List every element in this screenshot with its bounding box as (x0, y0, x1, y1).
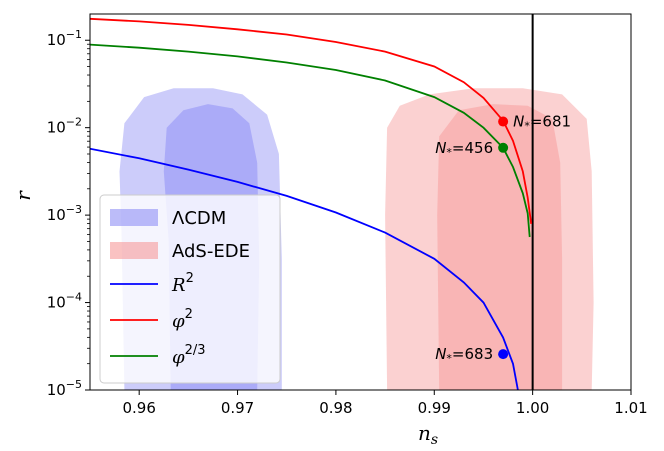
y-tick-label: 10−3 (47, 203, 82, 224)
marker-label-2: N*=683 (435, 345, 493, 365)
legend-label-0: ΛCDM (172, 208, 226, 229)
x-tick-label: 0.97 (221, 399, 254, 417)
y-tick-label: 10−2 (47, 116, 82, 137)
legend-swatch-1 (110, 242, 158, 259)
y-tick-label: 10−4 (47, 291, 82, 312)
marker-label-1: N*=456 (435, 139, 493, 159)
marker-point-0 (498, 116, 509, 127)
x-tick-label: 0.98 (319, 399, 352, 417)
y-tick-label: 10−1 (47, 28, 82, 49)
model-markers: N*=681 N*=456 N*=683 (435, 113, 571, 366)
legend-label-1: AdS-EDE (172, 241, 250, 262)
legend: ΛCDM AdS-EDE R2 φ2 φ2/3 (99, 194, 281, 384)
legend-label-4: φ2/3 (172, 343, 206, 368)
marker-label-0: N*=681 (513, 113, 571, 133)
x-tick-label: 0.96 (122, 399, 155, 417)
y-axis-ticks: 10−5 10−4 10−3 10−2 10−1 (47, 28, 90, 399)
model-curves (90, 17, 533, 390)
y-axis-label: r (11, 190, 35, 201)
x-axis-label: ns (418, 421, 438, 448)
series-line-0 (90, 147, 519, 390)
x-tick-label: 1.00 (516, 399, 549, 417)
legend-label-3: φ2 (172, 307, 193, 332)
legend-label-2: R2 (171, 271, 194, 296)
x-tick-label: 0.99 (418, 399, 451, 417)
series-line-1 (90, 17, 533, 225)
x-axis-ticks: 0.96 0.97 0.98 0.99 1.00 1.01 (122, 390, 648, 417)
series-line-2 (90, 43, 531, 238)
marker-point-1 (498, 142, 509, 153)
legend-swatch-0 (110, 209, 158, 226)
y-tick-label: 10−5 (47, 378, 82, 399)
region-ads-ede-inner (437, 104, 563, 390)
x-tick-label: 1.01 (614, 399, 647, 417)
plot-frame (89, 13, 632, 391)
marker-point-2 (498, 349, 509, 360)
